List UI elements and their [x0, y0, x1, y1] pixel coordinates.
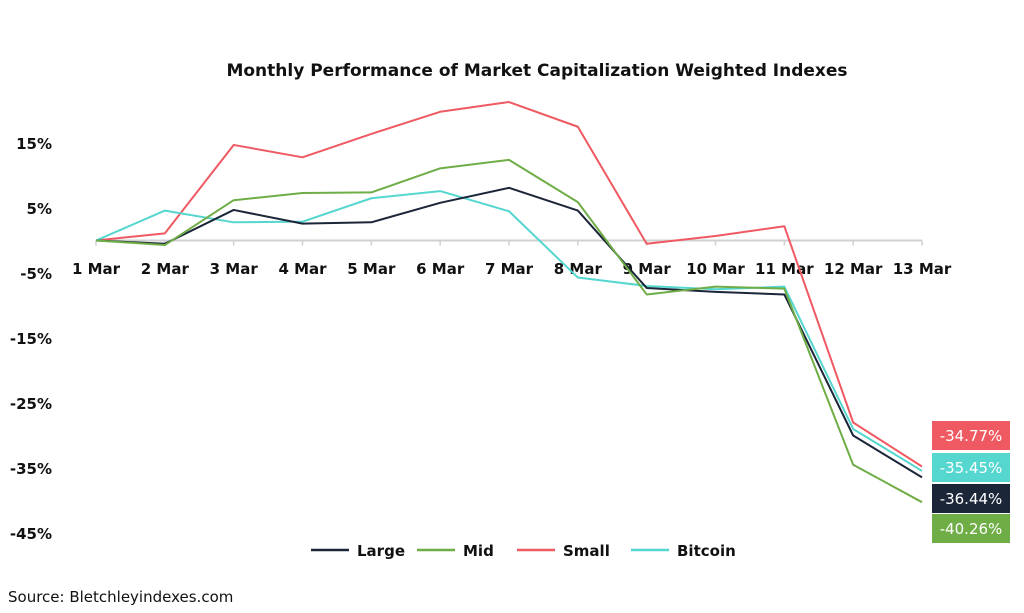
y-tick-label: 5% — [27, 200, 52, 218]
x-tick-label: 12 Mar — [824, 260, 883, 278]
y-tick-label: -35% — [10, 460, 52, 478]
source-note: Source: Bletchleyindexes.com — [8, 588, 234, 606]
x-tick-label: 11 Mar — [755, 260, 814, 278]
chart-title: Monthly Performance of Market Capitaliza… — [226, 61, 847, 81]
y-tick-label: -45% — [10, 525, 52, 543]
x-tick-label: 4 Mar — [278, 260, 327, 278]
end-label-box-small — [932, 421, 1010, 450]
y-tick-label: -5% — [20, 265, 52, 283]
end-label-box-bitcoin — [932, 453, 1010, 482]
end-value-label: -35.45% — [940, 459, 1003, 477]
x-tick-label: 5 Mar — [347, 260, 396, 278]
legend-label: Mid — [463, 542, 494, 560]
y-tick-label: 15% — [16, 135, 52, 153]
x-tick-label: 7 Mar — [485, 260, 534, 278]
series-line-bitcoin — [95, 190, 923, 472]
legend-label: Small — [563, 542, 610, 560]
x-tick-label: 3 Mar — [210, 260, 259, 278]
series-line-mid — [95, 158, 923, 504]
end-label-box-mid — [932, 514, 1010, 543]
x-tick-label: 6 Mar — [416, 260, 465, 278]
y-tick-label: -15% — [10, 330, 52, 348]
legend-label: Bitcoin — [677, 542, 736, 560]
x-tick-label: 10 Mar — [686, 260, 745, 278]
end-value-label: -34.77% — [940, 427, 1003, 445]
x-tick-label: 1 Mar — [72, 260, 121, 278]
end-value-label: -36.44% — [940, 490, 1003, 508]
x-tick-label: 13 Mar — [893, 260, 952, 278]
series-line-large — [95, 186, 923, 479]
end-value-label: -40.26% — [940, 520, 1003, 538]
end-label-box-large — [932, 484, 1010, 513]
legend-label: Large — [357, 542, 405, 560]
y-tick-label: -25% — [10, 395, 52, 413]
x-tick-label: 2 Mar — [141, 260, 190, 278]
series-line-small — [95, 101, 923, 468]
x-tick-label: 8 Mar — [554, 260, 603, 278]
